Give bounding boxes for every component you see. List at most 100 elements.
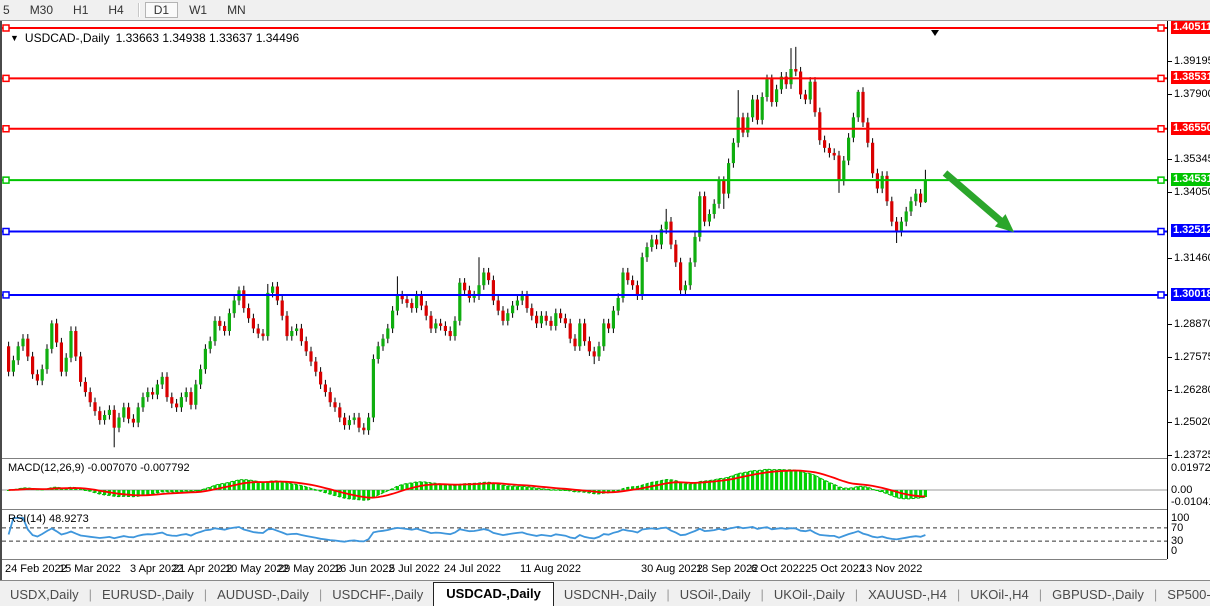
candle-body [727, 163, 731, 194]
timeframe-button-m30[interactable]: M30 [29, 3, 54, 17]
line-handle[interactable] [1157, 176, 1165, 184]
candle [813, 77, 817, 117]
candle-body [453, 320, 457, 337]
panel-divider[interactable] [2, 458, 1167, 459]
candle [410, 298, 414, 313]
macd-indicator-canvas[interactable] [2, 460, 1167, 508]
chart-tab-usoil-daily[interactable]: USOil-,Daily [679, 587, 751, 602]
chart-tab-usdx-daily[interactable]: USDX,Daily [10, 587, 79, 602]
line-handle[interactable] [1157, 227, 1165, 236]
symbol-dropdown-icon[interactable]: ▼ [10, 33, 19, 43]
candle-body [597, 346, 601, 357]
candle-body [515, 300, 519, 306]
macd-histogram-bar [136, 490, 140, 497]
tab-separator: | [1153, 587, 1158, 602]
line-handle[interactable] [2, 176, 10, 184]
chart-tab-audusd-daily[interactable]: AUDUSD-,Daily [217, 587, 309, 602]
candle [170, 392, 174, 409]
line-handle[interactable] [2, 125, 10, 133]
candle-body [631, 280, 635, 286]
line-handle[interactable] [2, 24, 10, 32]
candle [357, 412, 361, 433]
candle [578, 318, 582, 351]
candle [703, 191, 707, 227]
candle [175, 398, 179, 412]
horizontal-level-line[interactable] [2, 176, 1167, 184]
line-handle[interactable] [1157, 291, 1165, 299]
horizontal-level-line[interactable] [2, 24, 1167, 32]
axis-tick-mark [1168, 61, 1172, 63]
macd-histogram-bar [127, 490, 131, 497]
candle-body [280, 300, 284, 316]
candle-body [88, 392, 92, 403]
chart-tab-gbpusd-daily[interactable]: GBPUSD-,Daily [1052, 587, 1144, 602]
macd-histogram-bar [837, 486, 841, 490]
candle-body [405, 299, 409, 304]
candle [98, 406, 102, 425]
timeframe-button-h1[interactable]: H1 [73, 3, 89, 17]
macd-histogram-bar [79, 488, 83, 490]
horizontal-level-line[interactable] [2, 74, 1167, 83]
macd-histogram-bar [851, 487, 855, 490]
horizontal-level-line[interactable] [2, 291, 1167, 299]
chart-tab-usdcnh-daily[interactable]: USDCNH-,Daily [563, 587, 657, 602]
line-handle[interactable] [2, 291, 10, 299]
candle [304, 336, 308, 356]
timeframe-button-w1[interactable]: W1 [189, 3, 208, 17]
candle-body [55, 323, 59, 343]
line-handle[interactable] [1157, 24, 1165, 32]
candle-body [496, 300, 500, 311]
macd-histogram-bar [496, 483, 500, 490]
arrow-annotation[interactable] [942, 170, 1015, 233]
macd-histogram-bar [520, 486, 524, 490]
macd-histogram-bar [751, 470, 755, 490]
candle-body [429, 315, 433, 329]
candle-body [482, 272, 486, 286]
chart-shift-marker[interactable] [931, 30, 939, 36]
candle [218, 316, 222, 331]
chart-tab-sp500-h4[interactable]: SP500-,H4 [1167, 587, 1210, 602]
macd-histogram-bar [323, 490, 327, 493]
macd-histogram-bar [861, 486, 865, 490]
rsi-indicator-canvas[interactable] [2, 511, 1167, 559]
candle-body [381, 338, 385, 347]
macd-histogram-bar [98, 490, 102, 495]
macd-histogram-bar [410, 482, 414, 490]
line-handle[interactable] [2, 74, 10, 83]
arrow-shaft[interactable] [942, 170, 1005, 225]
candle-body [535, 315, 539, 324]
macd-histogram-bar [93, 490, 97, 493]
line-handle[interactable] [2, 227, 10, 236]
macd-histogram-bar [746, 471, 750, 490]
macd-histogram-bar [319, 490, 323, 492]
price-chart-canvas[interactable] [2, 21, 1167, 459]
horizontal-level-line[interactable] [2, 125, 1167, 133]
candle [347, 415, 351, 430]
macd-histogram-bar [607, 490, 611, 493]
chart-tab-xauusd-h4[interactable]: XAUUSD-,H4 [868, 587, 947, 602]
timeframe-button-d1[interactable]: D1 [144, 2, 179, 18]
candle [669, 217, 673, 250]
chart-tab-ukoil-daily[interactable]: UKOil-,Daily [773, 587, 845, 602]
horizontal-level-line[interactable] [2, 227, 1167, 236]
timeframe-button-5[interactable]: 5 [3, 3, 10, 17]
chart-tab-ukoil-h4[interactable]: UKOil-,H4 [970, 587, 1029, 602]
chart-tab-usdchf-daily[interactable]: USDCHF-,Daily [332, 587, 424, 602]
chart-tab-usdcad-daily[interactable]: USDCAD-,Daily [433, 582, 554, 606]
candle-body [679, 262, 683, 291]
macd-histogram-bar [434, 483, 438, 490]
line-handle[interactable] [1157, 125, 1165, 133]
line-handle[interactable] [1157, 74, 1165, 83]
candle [199, 364, 203, 390]
arrow-head[interactable] [994, 214, 1015, 233]
chart-tab-eurusd-daily[interactable]: EURUSD-,Daily [102, 587, 194, 602]
candle [55, 318, 59, 348]
timeframe-button-mn[interactable]: MN [227, 3, 246, 17]
tab-separator: | [956, 587, 961, 602]
candle-body [400, 295, 404, 300]
candle-body [717, 180, 721, 204]
candle [861, 87, 865, 127]
candle-body [256, 328, 260, 334]
panel-divider[interactable] [2, 509, 1167, 510]
timeframe-button-h4[interactable]: H4 [108, 3, 124, 17]
